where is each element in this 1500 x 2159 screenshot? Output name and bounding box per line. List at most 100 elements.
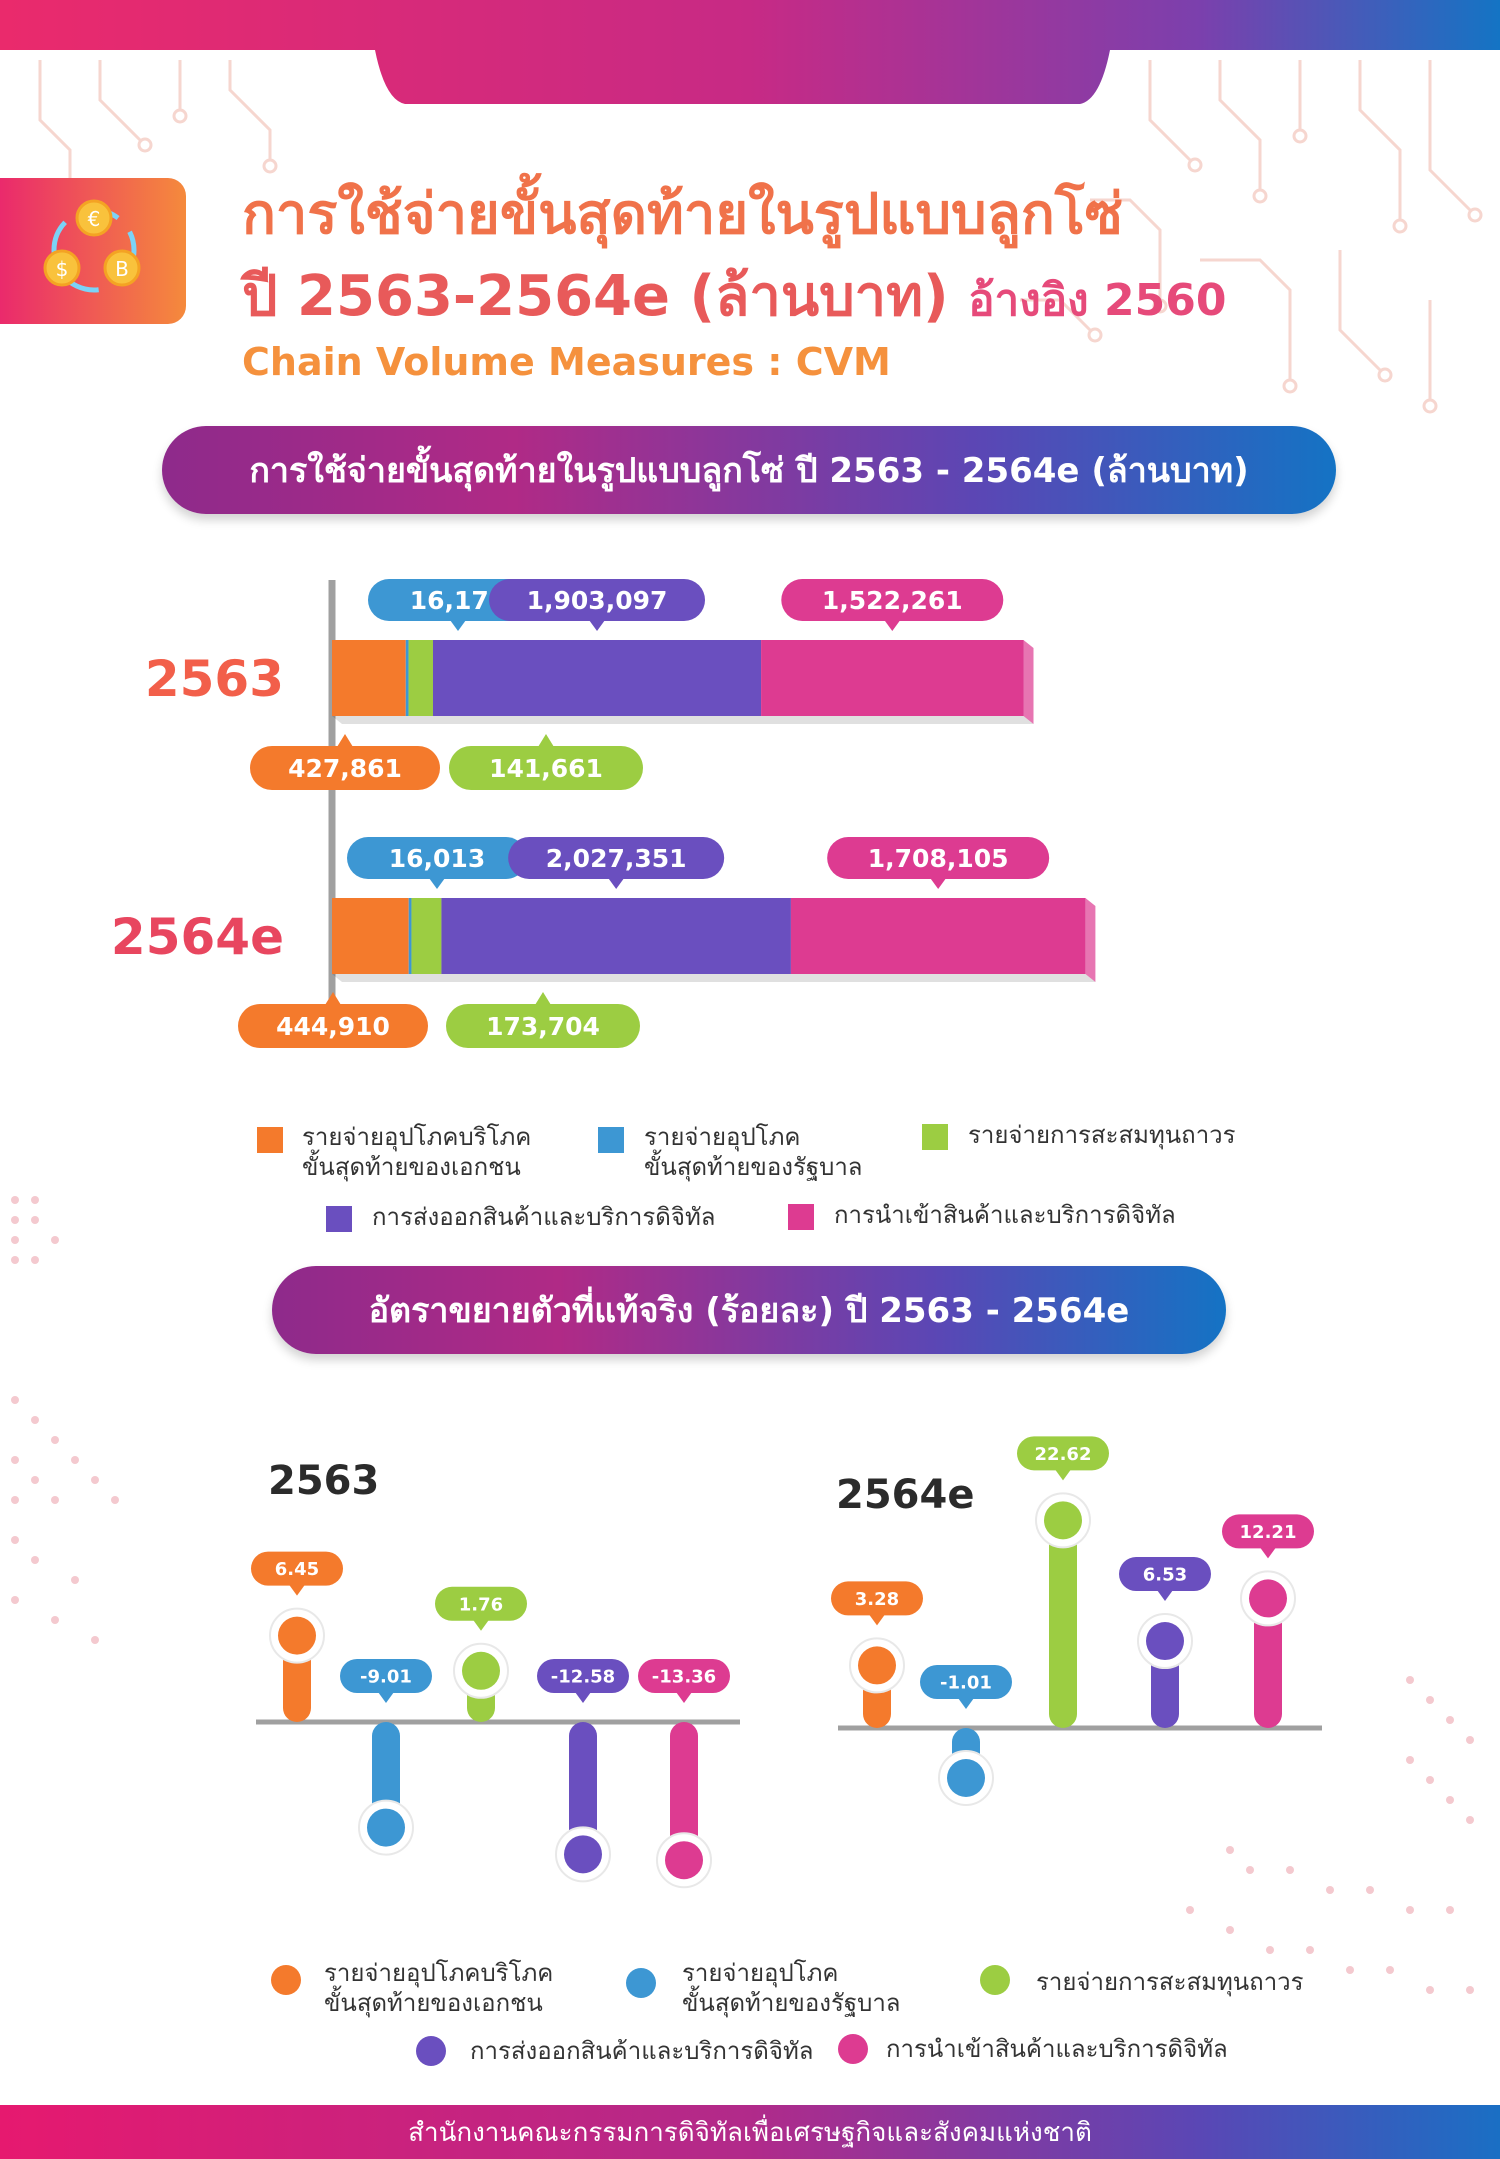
panel-2564e-dot-import xyxy=(1249,1579,1287,1618)
label-2563-import-text: 1,522,261 xyxy=(822,586,963,615)
panel-2564e-stem-capital xyxy=(1049,1520,1077,1728)
label-2564e-import-pill xyxy=(827,837,1050,879)
label-2564e-export: 2,027,351 xyxy=(508,837,725,889)
panel-2564e-value-government-text: -1.01 xyxy=(940,1672,992,1693)
panel-2563-value-import-text: -13.36 xyxy=(652,1666,716,1687)
label-2563-import: 1,522,261 xyxy=(781,579,1004,631)
panel-2563-value-private: 6.45 xyxy=(251,1551,343,1596)
legend-dot-export xyxy=(416,2036,446,2066)
panel-2563-value-import-pointer xyxy=(676,1692,692,1703)
label-2564e-import-pointer xyxy=(930,878,947,889)
legend2-label-government: รายจ่ายอุปโภค ขั้นสุดท้ายของรัฐบาล xyxy=(682,1959,901,2017)
legend-swatch-import xyxy=(788,1204,814,1230)
panel-2563-value-government-text: -9.01 xyxy=(360,1666,412,1687)
panel-2564e-value-private-pointer xyxy=(869,1614,885,1626)
panel-2563-value-government-pointer xyxy=(378,1692,394,1703)
label-2564e-private: 444,910 xyxy=(238,992,428,1048)
panel-2563-title: 2563 xyxy=(268,1458,379,1504)
panel-2563-value-export-pill xyxy=(537,1659,629,1693)
panel-2563-value-export-pointer xyxy=(575,1692,591,1703)
panel-2563-value-import-pill xyxy=(638,1659,730,1693)
label-2564e-import: 1,708,105 xyxy=(827,837,1050,889)
label-2564e-government-text: 16,013 xyxy=(389,844,485,873)
bar-2564e-private xyxy=(332,898,409,974)
bar-2563-import xyxy=(761,640,1024,716)
panel-2563-value-government-pill xyxy=(340,1659,432,1693)
legend-swatch-private xyxy=(257,1127,283,1153)
svg-text:$: $ xyxy=(56,257,69,281)
panel-2564e-value-government-pill xyxy=(920,1665,1012,1699)
panel-2564e-value-export-pill xyxy=(1119,1557,1211,1592)
legend2-label-export: การส่งออกสินค้าและบริการดิจิทัล xyxy=(470,2037,814,2065)
label-2564e-private-pointer xyxy=(325,992,341,1005)
panel-2563-dot-export xyxy=(564,1835,602,1874)
legend-dot-capital xyxy=(980,1965,1010,1995)
label-2564e-export-pointer xyxy=(608,878,625,889)
panel-2563-value-import: -13.36 xyxy=(638,1659,730,1703)
panel-2563-dot-private xyxy=(278,1616,316,1655)
legend-label-export: การส่งออกสินค้าและบริการดิจิทัล xyxy=(372,1203,716,1231)
legend-dot-private xyxy=(271,1965,301,1995)
label-2563-private-text: 427,861 xyxy=(288,754,402,783)
legend-dot-government xyxy=(626,1968,656,1998)
panel-2564e-value-import-pill xyxy=(1222,1514,1314,1549)
bar-2564e-government xyxy=(408,898,412,974)
panel-2564e-value-import-text: 12.21 xyxy=(1240,1522,1297,1543)
panel-2564e-value-import: 12.21 xyxy=(1222,1514,1314,1559)
panel-2564e-dot-capital xyxy=(1044,1501,1082,1540)
label-2564e-private-pill xyxy=(238,1004,428,1048)
label-2564e-government-pill xyxy=(347,837,527,879)
panel-2563-value-capital-pointer xyxy=(473,1619,489,1631)
bar-2563-3d-side xyxy=(1023,640,1034,724)
bar-2563-government xyxy=(405,640,409,716)
panel-2563-dot-import xyxy=(665,1841,703,1880)
label-2563-export-pill xyxy=(489,579,706,621)
panel-2563-stem-export xyxy=(569,1722,597,1855)
panel-2564e-stem-import xyxy=(1254,1598,1282,1728)
panel-2563-stem-import xyxy=(670,1722,698,1861)
section1-banner: การใช้จ่ายขั้นสุดท้ายในรูปแบบลูกโซ่ ปี 2… xyxy=(162,426,1336,514)
panel-2564e-value-export: 6.53 xyxy=(1119,1557,1211,1602)
panel-2563-value-government: -9.01 xyxy=(340,1659,432,1703)
bar-2563-capital xyxy=(408,640,433,716)
row-label-2564e: 2564e xyxy=(111,908,284,966)
bar-2564e-capital xyxy=(411,898,442,974)
label-2564e-capital: 173,704 xyxy=(446,992,640,1048)
label-2563-import-pill xyxy=(781,579,1004,621)
panel-2564e-value-export-text: 6.53 xyxy=(1143,1565,1187,1586)
panel-2563-value-capital-text: 1.76 xyxy=(459,1594,503,1615)
legend-label-private: รายจ่ายอุปโภคบริโภค ขั้นสุดท้ายของเอกชน xyxy=(302,1123,532,1181)
panel-2563-dot-government xyxy=(367,1808,405,1847)
legend2-label-capital: รายจ่ายการสะสมทุนถาวร xyxy=(1036,1968,1304,1996)
panel-2563-value-private-pointer xyxy=(289,1584,305,1596)
panel-2564e-value-capital-pointer xyxy=(1055,1469,1071,1481)
panel-2564e-dot-private xyxy=(858,1646,896,1685)
label-2564e-capital-pill xyxy=(446,1004,640,1048)
panel-2563-value-capital: 1.76 xyxy=(435,1586,527,1631)
bar-2563-export xyxy=(432,640,762,716)
coins-cycle-icon: € $ B xyxy=(43,199,141,293)
panel-2564e-dot-government xyxy=(947,1759,985,1797)
label-2563-private-pointer xyxy=(337,734,353,747)
header-logo-tab: € $ B xyxy=(0,178,186,324)
label-2563-capital-text: 141,661 xyxy=(489,754,603,783)
bar-2564e-3d-side xyxy=(1085,898,1096,982)
row-label-2563: 2563 xyxy=(145,650,284,708)
legend-swatch-government xyxy=(598,1127,624,1153)
label-2563-export: 1,903,097 xyxy=(489,579,706,631)
panel-2563-value-private-text: 6.45 xyxy=(275,1559,319,1580)
panel-2564e-value-capital: 22.62 xyxy=(1017,1436,1109,1481)
label-2564e-export-text: 2,027,351 xyxy=(546,844,687,873)
footer-organization: สำนักงานคณะกรรมการดิจิทัลเพื่อเศรษฐกิจแล… xyxy=(0,2105,1500,2159)
label-2564e-government: 16,013 xyxy=(347,837,527,889)
label-2564e-private-text: 444,910 xyxy=(276,1012,390,1041)
legend-label-government: รายจ่ายอุปโภค ขั้นสุดท้ายของรัฐบาล xyxy=(644,1123,863,1181)
panel-2563-value-private-pill xyxy=(251,1551,343,1586)
panel-2564e-title: 2564e xyxy=(836,1472,974,1518)
bar-2564e-import xyxy=(790,898,1086,974)
label-2564e-export-pill xyxy=(508,837,725,879)
label-2564e-capital-text: 173,704 xyxy=(486,1012,600,1041)
page-title-reference: อ้างอิง 2560 xyxy=(968,275,1227,326)
